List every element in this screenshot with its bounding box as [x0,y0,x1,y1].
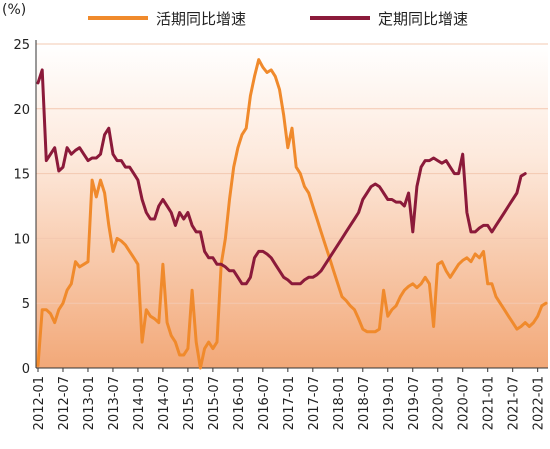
x-tick-label: 2015-01 [182,376,197,430]
x-tick-label: 2014-01 [132,376,147,430]
x-tick-label: 2012-07 [57,376,72,430]
y-tick-label: 15 [13,168,30,183]
x-tick-label: 2020-01 [432,376,447,430]
x-tick-label: 2016-07 [257,376,272,430]
y-tick-label: 25 [13,38,30,53]
x-tick-label: 2020-07 [457,376,472,430]
x-tick-label: 2018-07 [357,376,372,430]
y-tick-labels: 0 5 10 15 20 25 [13,38,30,377]
x-tick-label: 2013-07 [107,376,122,430]
x-tick-label: 2016-01 [232,376,247,430]
legend-label: 定期同比增速 [378,10,468,28]
y-axis-label: (%) [2,2,26,18]
series-line-demand [36,58,548,370]
x-tick-label: 2017-01 [282,376,297,430]
x-tick-label: 2013-01 [82,376,97,430]
x-tick-label: 2018-01 [332,376,347,430]
axes [35,40,548,372]
series-layer [36,58,548,370]
x-tick-label: 2012-01 [32,376,47,430]
x-tick-label: 2015-07 [207,376,222,430]
gridlines [36,43,548,304]
y-tick-label: 20 [13,103,30,118]
x-tick-label: 2022-01 [532,376,547,430]
x-tick-label: 2014-07 [157,376,172,430]
x-tick-label: 2021-01 [482,376,497,430]
x-tick-label: 2019-01 [382,376,397,430]
series-line-time [36,68,527,286]
legend: 活期同比增速 定期同比增速 [88,10,468,28]
x-tick-labels: 2012-01 2012-07 2013-01 2013-07 2014-01 2014-… [32,376,547,430]
y-tick-label: 10 [13,232,30,247]
y-tick-label: 0 [22,362,30,377]
x-tick-label: 2019-07 [407,376,422,430]
y-tick-label: 5 [22,297,30,312]
legend-label: 活期同比增速 [156,10,246,28]
plot-background [36,44,548,368]
x-tick-label: 2017-07 [307,376,322,430]
x-tick-label: 2021-07 [507,376,522,430]
